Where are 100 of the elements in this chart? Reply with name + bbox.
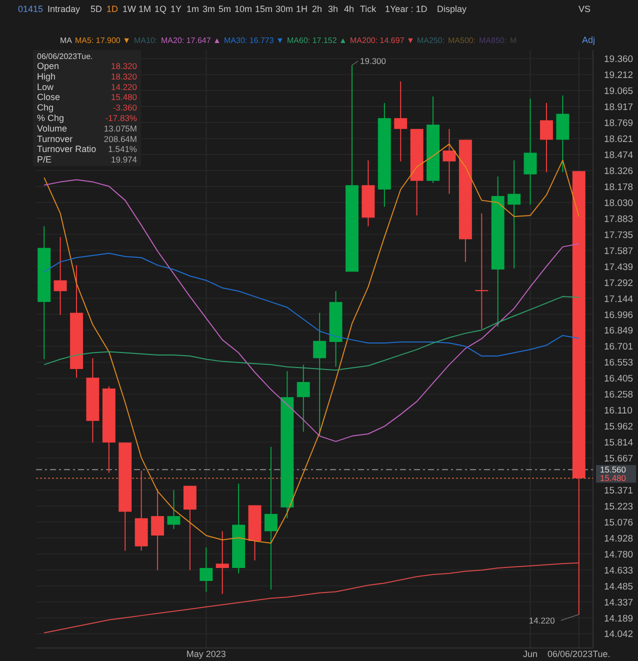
y-tick-label: 15.814 bbox=[604, 438, 634, 449]
y-tick-label: 16.258 bbox=[604, 390, 634, 401]
y-tick-label: 18.030 bbox=[604, 198, 634, 209]
line-series bbox=[44, 562, 580, 634]
annotation: 13.075M bbox=[104, 123, 137, 134]
text: 1D bbox=[106, 4, 119, 14]
text: 1M bbox=[138, 4, 152, 14]
candlestick bbox=[216, 530, 229, 594]
y-tick-label: 18.178 bbox=[604, 182, 634, 193]
text: 15m bbox=[255, 4, 273, 14]
text: 1Q bbox=[154, 4, 167, 14]
y-tick-label: 15.962 bbox=[604, 422, 634, 433]
y-tick-label: 16.701 bbox=[604, 342, 634, 353]
y-tick-label: 19.065 bbox=[604, 86, 634, 98]
annotation: Turnover bbox=[37, 134, 73, 144]
annotation: Volume bbox=[37, 123, 68, 134]
annotation: Low bbox=[37, 82, 54, 92]
candlestick bbox=[151, 488, 164, 571]
text: 1m bbox=[186, 4, 200, 14]
x-tick-label: 06/06/2023Tue. bbox=[548, 649, 610, 659]
annotation: % Chg bbox=[37, 113, 64, 123]
text: MA5: 17.900 ▼ bbox=[75, 36, 131, 45]
y-tick-label: 18.769 bbox=[604, 118, 634, 130]
annotation: 18.320 bbox=[111, 71, 138, 82]
text: 1H bbox=[296, 4, 308, 14]
y-tick-label: 14.189 bbox=[604, 613, 634, 624]
y-tick-label: 19.360 bbox=[604, 54, 634, 66]
annotation: Chg bbox=[37, 102, 54, 113]
annotation: 18.320 bbox=[111, 61, 138, 71]
annotation: Close bbox=[37, 92, 60, 102]
annotation: 14.220 bbox=[111, 82, 138, 92]
y-tick-label: 15.223 bbox=[604, 502, 634, 513]
candlestick bbox=[200, 546, 213, 592]
y-tick-label: 17.439 bbox=[604, 262, 634, 273]
text: MA10: bbox=[134, 36, 158, 45]
candlestick bbox=[394, 80, 408, 162]
y-tick-label: 16.110 bbox=[604, 406, 632, 417]
annotation: 06/06/2023Tue. bbox=[37, 52, 93, 61]
y-tick-label: 18.917 bbox=[604, 102, 634, 114]
candlestick bbox=[167, 490, 180, 530]
text: Intraday bbox=[48, 4, 81, 14]
annotation: -17.83% bbox=[105, 113, 138, 123]
candlestick bbox=[313, 312, 326, 437]
y-tick-label: 14.485 bbox=[604, 581, 634, 592]
annotation: 208.64M bbox=[104, 134, 137, 144]
y-tick-label: 16.553 bbox=[604, 358, 634, 369]
annotation: 14.220 bbox=[528, 615, 556, 626]
text: 3m bbox=[202, 4, 216, 14]
annotation: P/E bbox=[37, 154, 52, 165]
text: 4h bbox=[344, 4, 354, 14]
y-tick-label: 15.371 bbox=[604, 486, 634, 497]
y-tick-label: 19.212 bbox=[604, 70, 634, 82]
annotation: 15.480 bbox=[111, 92, 138, 102]
line-series bbox=[44, 252, 580, 357]
y-tick-label: 18.474 bbox=[604, 150, 634, 161]
text: MA850: bbox=[479, 36, 507, 45]
y-tick-label: 18.621 bbox=[604, 134, 634, 146]
annotation: -3.360 bbox=[112, 102, 138, 113]
text: 5D bbox=[90, 4, 103, 14]
text: 1Y bbox=[170, 4, 182, 14]
y-tick-label: 18.326 bbox=[604, 166, 634, 177]
candlestick bbox=[183, 485, 196, 571]
y-tick-label: 14.337 bbox=[604, 597, 634, 608]
annotation: Open bbox=[37, 61, 60, 71]
y-tick-label: 15.076 bbox=[604, 517, 634, 528]
y-tick-label: 16.996 bbox=[604, 310, 634, 321]
text: 1Year : 1D bbox=[385, 4, 428, 14]
text: 30m bbox=[276, 4, 294, 14]
text: MA bbox=[60, 36, 73, 45]
text: MA250: bbox=[417, 36, 445, 45]
text: Tick bbox=[360, 4, 377, 14]
line-series bbox=[44, 296, 580, 371]
text: 10m bbox=[234, 4, 252, 14]
text: Display bbox=[437, 4, 468, 14]
text: MA20: 17.647 ▲ bbox=[161, 36, 221, 45]
x-tick-label: May 2023 bbox=[186, 649, 226, 659]
candlestick bbox=[442, 128, 456, 194]
candlestick bbox=[524, 98, 537, 206]
candlestick bbox=[54, 236, 67, 316]
candlestick bbox=[296, 364, 310, 432]
y-tick-label: 17.144 bbox=[604, 294, 634, 305]
y-tick-label: 14.042 bbox=[604, 629, 634, 640]
candlestick bbox=[475, 212, 488, 330]
ref-line-label: 15.480 bbox=[600, 473, 626, 484]
y-tick-label: 16.405 bbox=[604, 374, 634, 385]
y-tick-label: 15.667 bbox=[604, 454, 634, 465]
y-tick-label: 16.849 bbox=[604, 326, 634, 337]
annotation: 19.300 bbox=[360, 56, 386, 66]
candlestick bbox=[264, 446, 278, 590]
text: 5m bbox=[218, 4, 232, 14]
y-tick-label: 14.780 bbox=[604, 549, 634, 560]
text: MA500: bbox=[448, 36, 476, 45]
x-tick-label: Jun bbox=[523, 649, 538, 659]
y-tick-label: 14.633 bbox=[604, 565, 634, 576]
text: 3h bbox=[328, 4, 338, 14]
y-tick-label: 17.735 bbox=[604, 230, 634, 241]
y-tick-label: 17.292 bbox=[604, 278, 634, 289]
text: VS bbox=[578, 4, 591, 14]
text: MA30: 16.773 ▼ bbox=[224, 36, 284, 45]
line-series bbox=[44, 179, 580, 442]
